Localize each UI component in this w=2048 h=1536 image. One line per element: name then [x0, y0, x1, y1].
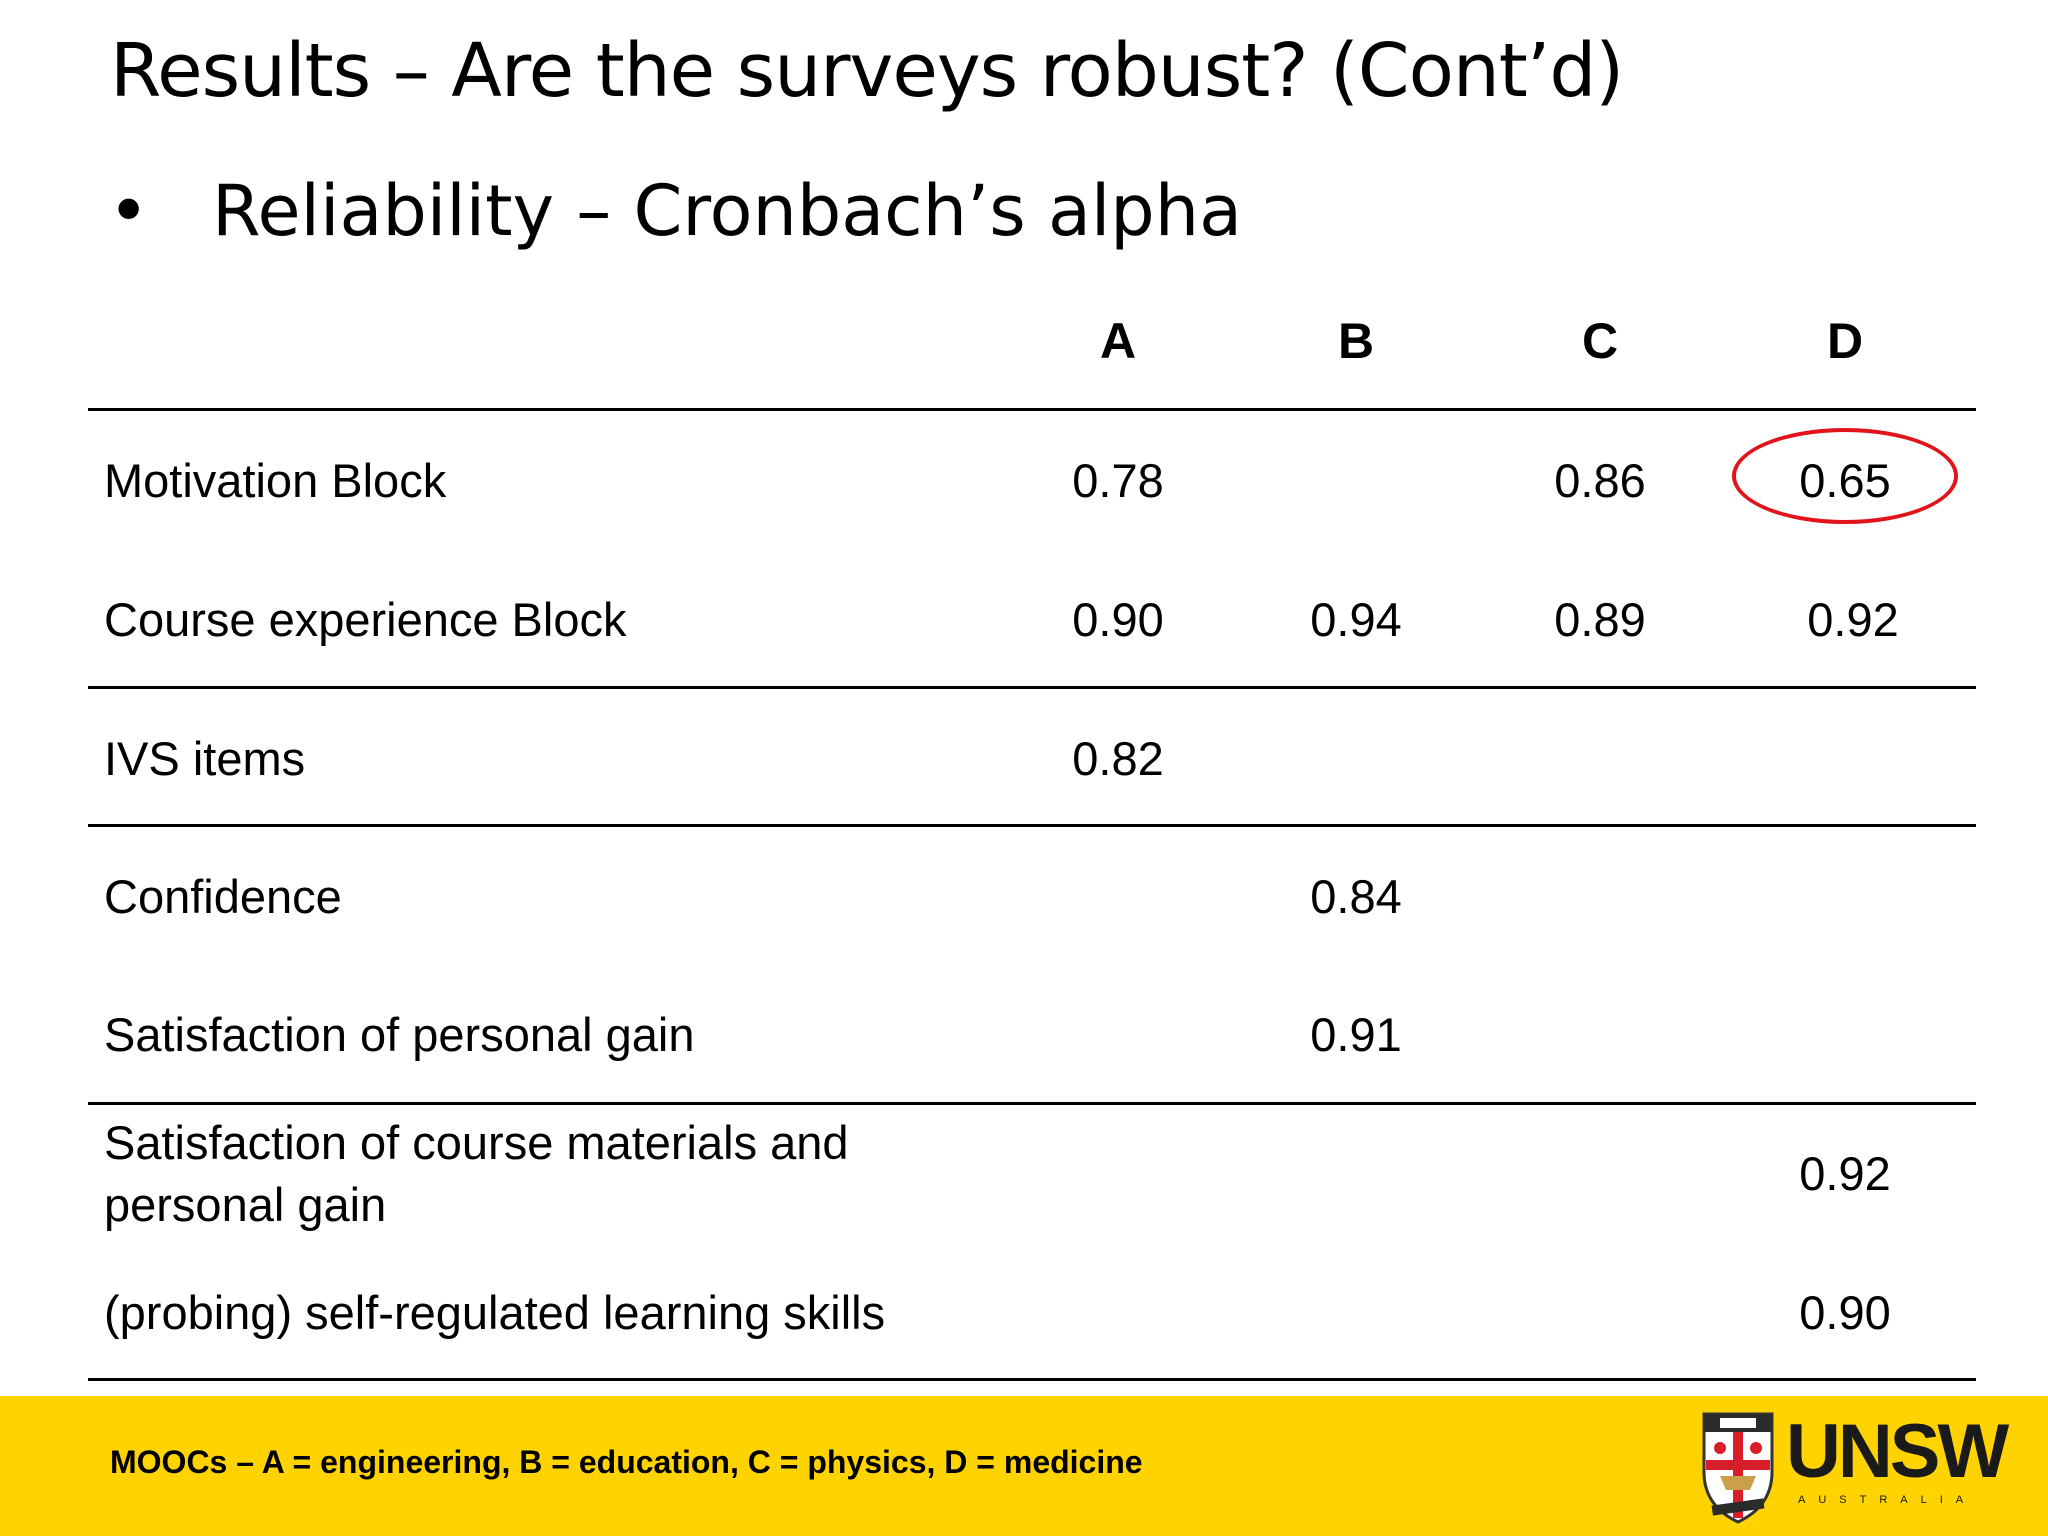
cell-b: 0.94 [1310, 593, 1402, 646]
cell-b: 0.84 [1310, 870, 1402, 923]
table-rule [88, 686, 1976, 689]
footer-bar: MOOCs – A = engineering, B = education, … [0, 1396, 2048, 1536]
cell-c: 0.86 [1554, 454, 1646, 507]
highlight-circle [1732, 428, 1958, 524]
logo-wordmark: UNSW [1786, 1409, 2009, 1494]
slide-title: Results – Are the surveys robust? (Cont’… [110, 28, 1624, 114]
bullet-text: Reliability – Cronbach’s alpha [212, 170, 1243, 252]
logo-subtext: AUSTRALIA [1798, 1494, 1977, 1506]
column-header-c: C [1581, 313, 1619, 369]
table-rule [88, 824, 1976, 827]
cell-a: 0.82 [1072, 732, 1164, 785]
row-label: Course experience Block [104, 593, 627, 646]
row-label-line2: personal gain [104, 1178, 387, 1231]
table-rule-top [88, 408, 1976, 411]
row-label: Motivation Block [104, 454, 447, 507]
row-label: Satisfaction of personal gain [104, 1008, 695, 1061]
bullet-icon: • [108, 170, 150, 252]
cell-c: 0.89 [1554, 593, 1646, 646]
row-label: Confidence [104, 870, 342, 923]
cell-d: 0.92 [1799, 1147, 1891, 1200]
table-rule-bottom [88, 1378, 1976, 1381]
row-label: IVS items [104, 732, 306, 785]
cell-d: 0.90 [1799, 1286, 1891, 1339]
row-label: (probing) self-regulated learning skills [104, 1286, 886, 1339]
column-header-d: D [1826, 313, 1864, 369]
table-rule [88, 1102, 1976, 1105]
footer-note: MOOCs – A = engineering, B = education, … [110, 1444, 1143, 1480]
cell-d: 0.92 [1807, 593, 1899, 646]
column-header-a: A [1099, 313, 1137, 369]
cell-a: 0.78 [1072, 454, 1164, 507]
row-label-line1: Satisfaction of course materials and [104, 1116, 849, 1169]
crest-icon [1702, 1412, 1774, 1524]
cell-a: 0.90 [1072, 593, 1164, 646]
column-header-b: B [1337, 313, 1375, 369]
unsw-logo: UNSW AUSTRALIA [1698, 1408, 2009, 1528]
cell-b: 0.91 [1310, 1008, 1402, 1061]
